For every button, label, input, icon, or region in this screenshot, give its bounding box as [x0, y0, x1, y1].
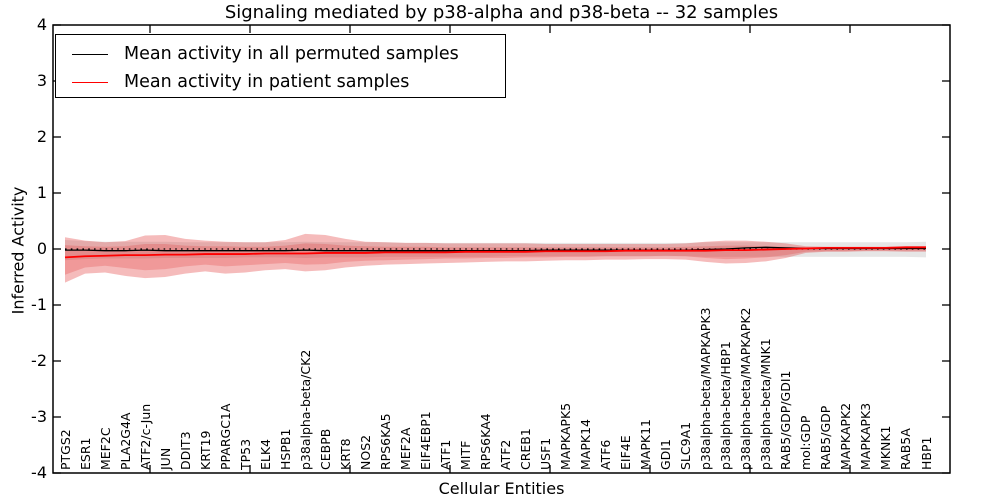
- x-tick-label: MEF2C: [97, 427, 113, 470]
- x-tick-label: ATF6: [598, 439, 614, 470]
- x-tick-label: MAPK14: [578, 419, 594, 470]
- x-tick-label: ATF1: [437, 439, 453, 470]
- permuted-mean-line: [65, 246, 926, 252]
- x-tick-label: mol:GDP: [798, 415, 814, 470]
- patient-mean-line: [64, 246, 926, 259]
- permuted-line-swatch: [72, 53, 108, 55]
- x-tick-label: SLC9A1: [678, 421, 694, 470]
- x-tick-label: CREB1: [518, 428, 534, 470]
- legend-label: Mean activity in patient samples: [124, 72, 410, 92]
- legend-label: Mean activity in all permuted samples: [124, 44, 459, 64]
- patient-line-swatch: [72, 81, 108, 83]
- y-tick-label: -2: [31, 351, 47, 370]
- x-tick-label: JUN: [157, 447, 173, 470]
- patient-range-outer-band: [65, 233, 926, 283]
- y-tick-label: 1: [36, 183, 47, 202]
- x-tick-label: GDI1: [658, 439, 674, 470]
- legend: Mean activity in all permuted samples Me…: [55, 34, 506, 98]
- x-tick-label: RAB5/GDP: [818, 405, 834, 470]
- x-tick-label: PLA2G4A: [117, 412, 133, 470]
- x-tick-label: ELK4: [257, 438, 273, 470]
- x-tick-label: RPS6KA5: [377, 413, 393, 470]
- y-tick-label: 3: [36, 71, 47, 90]
- x-tick-label: HBP1: [918, 436, 934, 470]
- x-tick-label: DDIT3: [177, 431, 193, 470]
- x-tick-label: MAPKAPK3: [858, 402, 874, 470]
- y-tick-label: -4: [31, 463, 47, 482]
- legend-item-patient: Mean activity in patient samples: [56, 69, 409, 95]
- y-tick-label: 4: [36, 15, 47, 34]
- x-tick-label: HSPB1: [277, 428, 293, 470]
- x-tick-label: TP53: [237, 438, 253, 470]
- x-tick-label: KRT8: [337, 438, 353, 470]
- y-tick-label: 0: [36, 239, 47, 258]
- x-tick-label: p38alpha-beta/CK2: [297, 349, 313, 470]
- x-axis-label: Cellular Entities: [438, 479, 565, 498]
- x-tick-label: EIF4E: [618, 435, 634, 470]
- x-tick-label: NOS2: [357, 434, 373, 470]
- x-tick-label: CEBPB: [317, 428, 333, 470]
- x-tick-label: MEF2A: [397, 427, 413, 470]
- x-tick-label: p38alpha-beta/HBP1: [718, 341, 734, 470]
- x-tick-label: MKNK1: [878, 425, 894, 470]
- x-tick-label: RAB5A: [898, 428, 914, 470]
- x-tick-label: USF1: [538, 437, 554, 470]
- x-tick-label: EIF4EBP1: [417, 411, 433, 470]
- x-tick-label: ATF2: [498, 439, 513, 470]
- x-tick-label: MAPK11: [638, 419, 654, 470]
- y-tick-label: -3: [31, 407, 47, 426]
- y-tick-label: -1: [31, 295, 47, 314]
- x-tick-label: p38alpha-beta/MAPKAPK3: [698, 307, 714, 471]
- x-tick-label: RAB5/GDP/GDI1: [778, 370, 794, 470]
- x-tick-label: MAPKAPK2: [838, 402, 854, 470]
- y-tick-label: 2: [36, 127, 47, 146]
- x-tick-label: ATF2/c-Jun: [137, 403, 153, 470]
- chart-title: Signaling mediated by p38-alpha and p38-…: [224, 2, 779, 23]
- legend-item-permuted: Mean activity in all permuted samples: [56, 41, 459, 67]
- x-tick-label: MITF: [457, 440, 473, 470]
- x-tick-label: PTGS2: [57, 429, 73, 470]
- x-tick-label: PPARGC1A: [217, 403, 233, 470]
- x-tick-label: p38alpha-beta/MAPKAPK2: [738, 307, 754, 471]
- x-tick-label: RPS6KA4: [477, 413, 493, 470]
- x-tick-label: KRT19: [197, 430, 213, 470]
- x-tick-label: MAPKAPK5: [558, 402, 574, 470]
- x-tick-label: p38alpha-beta/MNK1: [758, 338, 774, 470]
- x-tick-label: ESR1: [77, 437, 93, 470]
